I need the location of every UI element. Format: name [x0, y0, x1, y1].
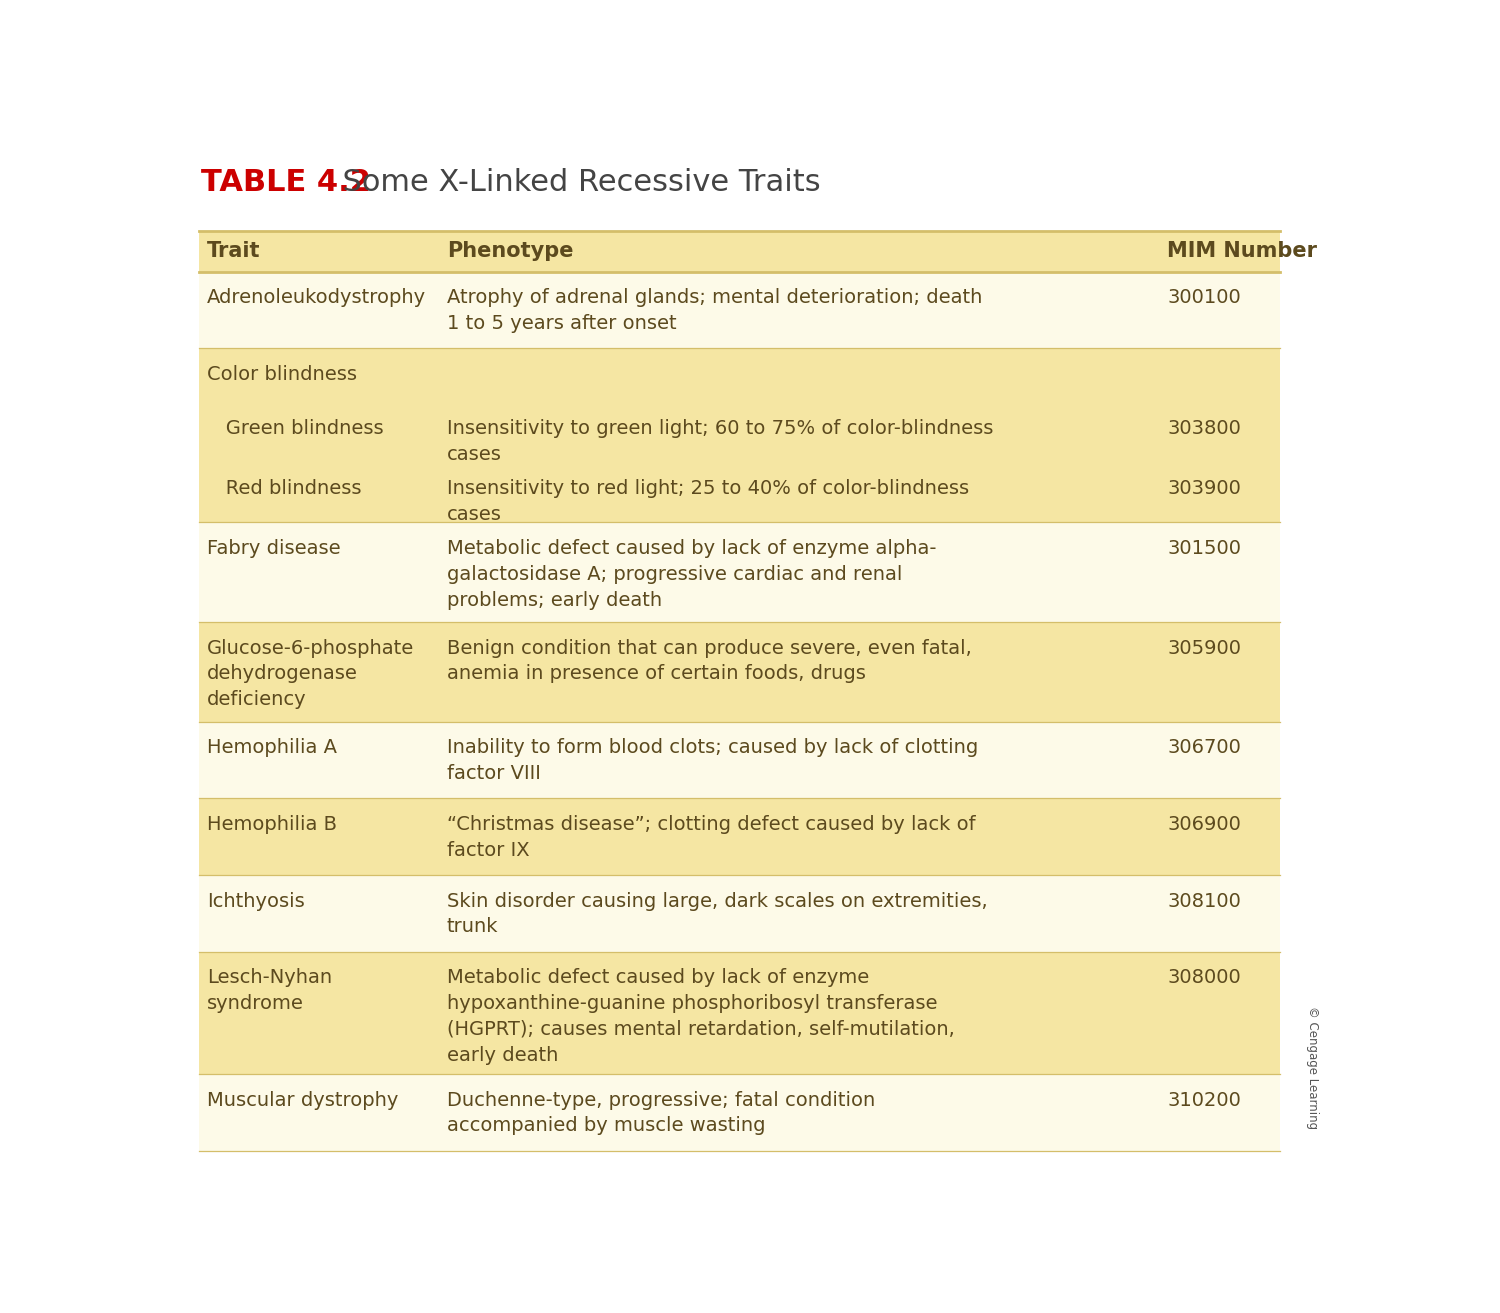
Text: 310200: 310200 [1167, 1091, 1242, 1109]
Bar [200, 952, 1280, 1074]
Text: Muscular dystrophy: Muscular dystrophy [207, 1091, 399, 1109]
Text: 303900: 303900 [1167, 479, 1242, 498]
Text: Duchenne-type, progressive; fatal condition
accompanied by muscle wasting: Duchenne-type, progressive; fatal condit… [447, 1091, 874, 1136]
Bar [200, 1074, 1280, 1152]
Text: 306900: 306900 [1167, 815, 1242, 834]
Text: Some X-Linked Recessive Traits: Some X-Linked Recessive Traits [322, 168, 821, 197]
Text: TABLE 4.2: TABLE 4.2 [201, 168, 372, 197]
Text: 308000: 308000 [1167, 969, 1240, 987]
Bar [200, 348, 1280, 523]
Text: 303800: 303800 [1167, 419, 1242, 437]
Text: MIM Number: MIM Number [1167, 242, 1317, 261]
Text: Metabolic defect caused by lack of enzyme alpha-
galactosidase A; progressive ca: Metabolic defect caused by lack of enzym… [447, 540, 936, 609]
Text: Skin disorder causing large, dark scales on extremities,
trunk: Skin disorder causing large, dark scales… [447, 892, 987, 936]
Bar [200, 272, 1280, 348]
Text: Hemophilia A: Hemophilia A [207, 738, 338, 758]
Text: Hemophilia B: Hemophilia B [207, 815, 338, 834]
Text: Inability to form blood clots; caused by lack of clotting
factor VIII: Inability to form blood clots; caused by… [447, 738, 978, 783]
Text: Glucose-6-phosphate
dehydrogenase
deficiency: Glucose-6-phosphate dehydrogenase defici… [207, 638, 414, 709]
Text: Phenotype: Phenotype [447, 242, 573, 261]
Text: 305900: 305900 [1167, 638, 1242, 658]
Text: Lesch-Nyhan
syndrome: Lesch-Nyhan syndrome [207, 969, 333, 1014]
Text: 308100: 308100 [1167, 892, 1242, 911]
Bar [200, 231, 1280, 272]
Text: Ichthyosis: Ichthyosis [207, 892, 304, 911]
Text: Adrenoleukodystrophy: Adrenoleukodystrophy [207, 288, 426, 307]
Text: Color blindness: Color blindness [207, 365, 357, 383]
Bar [200, 523, 1280, 622]
Bar [200, 798, 1280, 874]
Text: © Cengage Learning: © Cengage Learning [1306, 1006, 1320, 1129]
Bar [200, 622, 1280, 722]
Text: Benign condition that can produce severe, even fatal,
anemia in presence of cert: Benign condition that can produce severe… [447, 638, 972, 683]
Text: Red blindness: Red blindness [207, 479, 362, 498]
Text: Insensitivity to red light; 25 to 40% of color-blindness
cases: Insensitivity to red light; 25 to 40% of… [447, 479, 969, 524]
Text: 306700: 306700 [1167, 738, 1242, 758]
Bar [200, 722, 1280, 798]
Bar [200, 874, 1280, 952]
Text: Atrophy of adrenal glands; mental deterioration; death
1 to 5 years after onset: Atrophy of adrenal glands; mental deteri… [447, 288, 983, 334]
Text: Insensitivity to green light; 60 to 75% of color-blindness
cases: Insensitivity to green light; 60 to 75% … [447, 419, 993, 463]
Text: “Christmas disease”; clotting defect caused by lack of
factor IX: “Christmas disease”; clotting defect cau… [447, 815, 975, 860]
Text: Green blindness: Green blindness [207, 419, 384, 437]
Text: 300100: 300100 [1167, 288, 1240, 307]
Text: Metabolic defect caused by lack of enzyme
hypoxanthine-guanine phosphoribosyl tr: Metabolic defect caused by lack of enzym… [447, 969, 954, 1065]
Text: 301500: 301500 [1167, 540, 1242, 558]
Text: Trait: Trait [207, 242, 261, 261]
Text: Fabry disease: Fabry disease [207, 540, 340, 558]
